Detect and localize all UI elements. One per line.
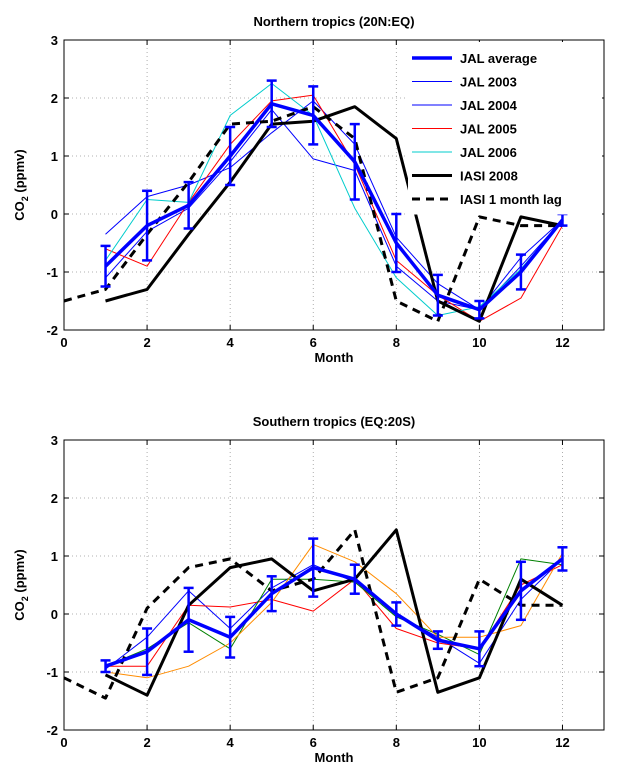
x-tick-label: 0 [60,335,67,350]
chart-title: Southern tropics (EQ:20S) [253,414,416,429]
x-tick-label: 2 [143,735,150,750]
y-axis-label: CO2 (ppmv) [12,549,30,620]
error-bar [308,537,319,598]
error-bar [183,586,194,653]
error-bar [557,546,568,572]
error-bar [266,79,277,129]
error-bar [100,659,111,674]
error-bar [142,627,153,677]
legend-label: JAL average [460,51,537,66]
series-line-4 [105,543,563,679]
x-axis-label: Month [315,350,354,365]
x-tick-label: 12 [555,735,569,750]
x-tick-label: 12 [555,335,569,350]
y-tick-label: 0 [51,207,58,222]
y-tick-label: -2 [46,323,58,338]
error-bar [432,630,443,651]
legend-label: JAL 2006 [460,145,517,160]
y-tick-label: 1 [51,149,58,164]
y-tick-label: -1 [46,665,58,680]
error-bar [225,125,236,187]
y-tick-label: -2 [46,723,58,738]
error-bar [391,212,402,274]
y-tick-label: -1 [46,265,58,280]
y-tick-label: 2 [51,91,58,106]
error-bar [391,601,402,627]
legend-label: IASI 2008 [460,169,518,184]
legend-label: JAL 2004 [460,98,518,113]
error-bar [474,630,485,668]
x-tick-label: 10 [472,335,486,350]
series-line-1 [105,558,563,670]
y-axis-label: CO2 (ppmv) [12,149,30,220]
chart-title: Northern tropics (20N:EQ) [253,14,414,29]
legend-label: JAL 2005 [460,122,517,137]
x-tick-label: 8 [393,335,400,350]
y-tick-label: 0 [51,607,58,622]
series-line-5 [104,528,564,697]
error-bar [349,122,360,201]
x-tick-label: 4 [227,735,235,750]
error-bar [266,575,277,613]
series-line-7 [104,557,564,668]
x-tick-label: 4 [227,335,235,350]
error-bar [515,560,526,622]
error-bar [432,273,443,317]
plot-frame [63,439,605,731]
legend: JAL average JAL 2003 JAL 2004 JAL 2005 JAL 2… [408,42,602,215]
plot-frame [63,39,605,331]
y-tick-label: 1 [51,549,58,564]
x-tick-label: 10 [472,735,486,750]
error-bar [225,615,236,659]
y-tick-label: 3 [51,33,58,48]
series-line-jal-2005 [105,94,563,322]
error-bar [515,253,526,291]
error-bar [308,85,319,146]
x-tick-label: 8 [393,735,400,750]
legend-label: JAL 2003 [460,75,517,90]
error-bar [183,180,194,230]
x-axis-label: Month [315,750,354,765]
y-tick-label: 3 [51,433,58,448]
error-bar [474,299,485,320]
error-bar [142,189,153,262]
y-tick-label: 2 [51,491,58,506]
error-bar [349,563,360,595]
legend-label: IASI 1 month lag [460,192,562,207]
series-line-jal-average [104,102,564,312]
x-tick-label: 6 [310,735,317,750]
error-bar [100,244,111,288]
x-tick-label: 2 [143,335,150,350]
x-tick-label: 0 [60,735,67,750]
x-tick-label: 6 [310,335,317,350]
